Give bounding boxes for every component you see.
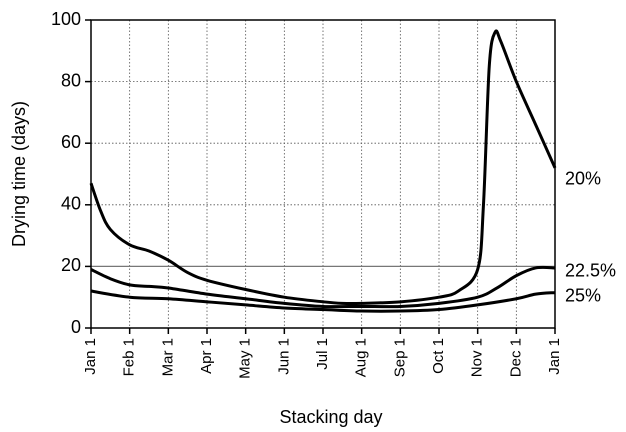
y-tick-label: 60 bbox=[61, 132, 81, 152]
y-tick-label: 0 bbox=[71, 317, 81, 337]
y-tick-label: 80 bbox=[61, 70, 81, 90]
x-tick-label: Apr 1 bbox=[198, 338, 215, 374]
x-tick-label: Jun 1 bbox=[275, 338, 292, 375]
x-tick-label: Mar 1 bbox=[159, 338, 176, 376]
x-tick-label: Feb 1 bbox=[121, 338, 138, 376]
y-tick-label: 40 bbox=[61, 194, 81, 214]
series-label: 25% bbox=[565, 285, 601, 305]
x-tick-label: Aug 1 bbox=[353, 338, 370, 377]
x-tick-label: Nov 1 bbox=[469, 338, 486, 377]
series-label: 20% bbox=[565, 169, 601, 189]
x-tick-label: Jan 1 bbox=[546, 338, 563, 375]
y-tick-label: 20 bbox=[61, 255, 81, 275]
x-tick-label: Sep 1 bbox=[391, 338, 408, 377]
x-tick-label: Jul 1 bbox=[314, 338, 331, 370]
plot-frame bbox=[90, 19, 556, 329]
y-tick-label: 100 bbox=[51, 9, 81, 29]
series-label: 22.5% bbox=[565, 261, 616, 281]
x-tick-label: Jan 1 bbox=[82, 338, 99, 375]
line bbox=[89, 29, 557, 306]
line bbox=[90, 289, 556, 313]
y-axis-title: Drying time (days) bbox=[9, 101, 29, 247]
x-tick-label: Dec 1 bbox=[507, 338, 524, 377]
line bbox=[90, 265, 556, 309]
x-tick-label: Oct 1 bbox=[430, 338, 447, 374]
x-axis-title: Stacking day bbox=[279, 407, 382, 427]
x-tick-label: May 1 bbox=[237, 338, 254, 379]
